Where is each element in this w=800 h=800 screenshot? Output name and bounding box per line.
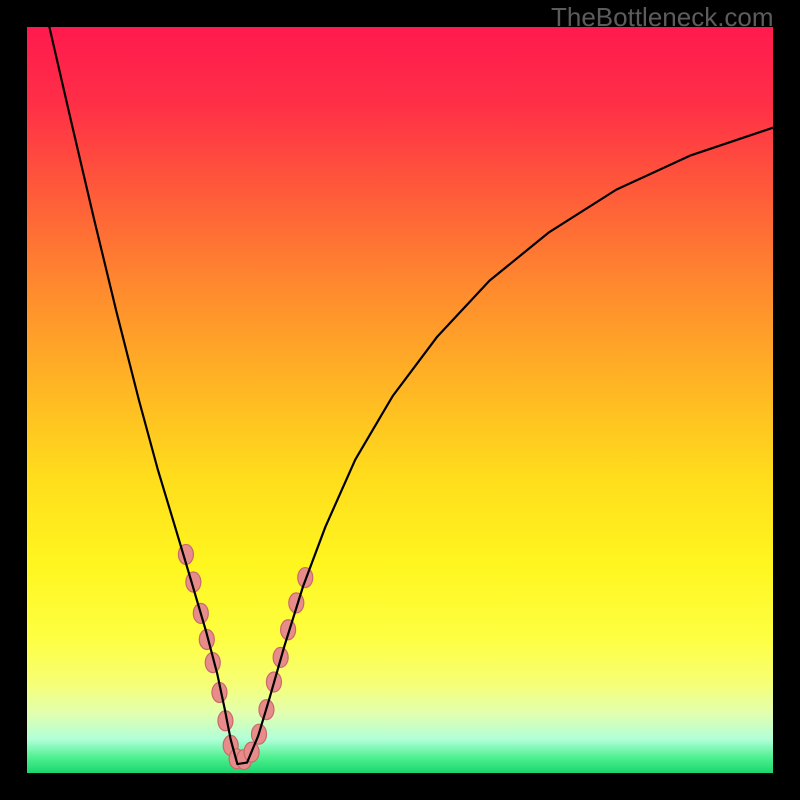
markers-group [178,544,312,769]
curve-overlay [27,27,773,773]
plot-area [27,27,773,773]
watermark-text: TheBottleneck.com [551,2,774,33]
bottleneck-curve [49,27,773,764]
